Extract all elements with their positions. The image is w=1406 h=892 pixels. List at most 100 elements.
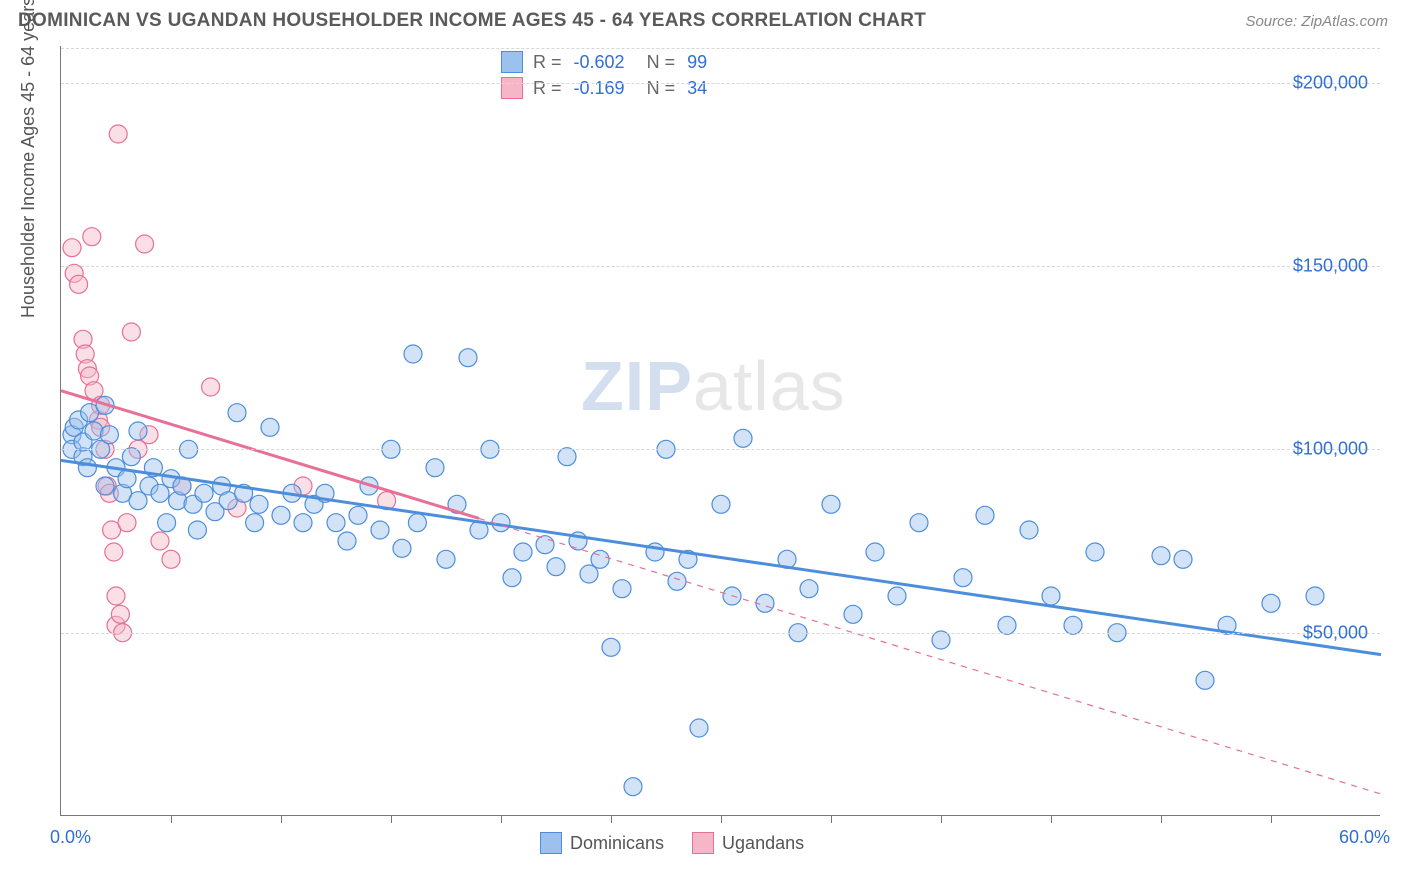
- gridline: [61, 633, 1380, 634]
- data-point: [100, 426, 118, 444]
- data-point: [162, 550, 180, 568]
- gridline: [61, 449, 1380, 450]
- data-point: [624, 778, 642, 796]
- data-point: [426, 459, 444, 477]
- data-point: [1196, 671, 1214, 689]
- x-tick: [611, 815, 612, 823]
- data-point: [111, 605, 129, 623]
- data-point: [1306, 587, 1324, 605]
- data-point: [129, 422, 147, 440]
- y-tick-label: $200,000: [1293, 72, 1368, 93]
- data-point: [514, 543, 532, 561]
- stat-r-dominicans: -0.602: [574, 52, 625, 73]
- chart-svg: [61, 46, 1380, 815]
- data-point: [712, 495, 730, 513]
- data-point: [976, 506, 994, 524]
- x-tick: [171, 815, 172, 823]
- x-axis-min: 0.0%: [50, 827, 91, 848]
- data-point: [591, 550, 609, 568]
- data-point: [408, 514, 426, 532]
- data-point: [96, 477, 114, 495]
- data-point: [188, 521, 206, 539]
- data-point: [118, 514, 136, 532]
- legend-label-ugandans: Ugandans: [722, 833, 804, 854]
- x-tick: [501, 815, 502, 823]
- data-point: [1262, 594, 1280, 612]
- data-point: [954, 569, 972, 587]
- y-axis-title: Householder Income Ages 45 - 64 years: [18, 0, 39, 318]
- stat-r-label: R =: [533, 52, 562, 73]
- x-tick: [1051, 815, 1052, 823]
- data-point: [1086, 543, 1104, 561]
- stats-legend: R = -0.602 N = 99 R = -0.169 N = 34: [501, 51, 707, 103]
- stat-n-ugandans: 34: [687, 78, 707, 99]
- data-point: [437, 550, 455, 568]
- data-point: [83, 228, 101, 246]
- x-tick: [941, 815, 942, 823]
- data-point: [536, 536, 554, 554]
- y-tick-label: $100,000: [1293, 439, 1368, 460]
- data-point: [261, 418, 279, 436]
- data-point: [151, 532, 169, 550]
- source-attribution: Source: ZipAtlas.com: [1245, 13, 1388, 30]
- data-point: [1174, 550, 1192, 568]
- data-point: [866, 543, 884, 561]
- legend-swatch-dominicans: [540, 832, 562, 854]
- stat-n-dominicans: 99: [687, 52, 707, 73]
- data-point: [158, 514, 176, 532]
- data-point: [105, 543, 123, 561]
- data-point: [1042, 587, 1060, 605]
- x-tick: [281, 815, 282, 823]
- x-tick: [831, 815, 832, 823]
- data-point: [459, 349, 477, 367]
- data-point: [107, 587, 125, 605]
- plot-area: ZIPatlas R = -0.602 N = 99 R = -0.169 N …: [60, 46, 1380, 816]
- swatch-dominicans: [501, 51, 523, 73]
- gridline: [61, 83, 1380, 84]
- bottom-legend: Dominicans Ugandans: [540, 832, 804, 854]
- data-point: [338, 532, 356, 550]
- data-point: [734, 429, 752, 447]
- data-point: [250, 495, 268, 513]
- data-point: [558, 448, 576, 466]
- data-point: [503, 569, 521, 587]
- data-point: [932, 631, 950, 649]
- data-point: [63, 239, 81, 257]
- data-point: [547, 558, 565, 576]
- legend-label-dominicans: Dominicans: [570, 833, 664, 854]
- data-point: [613, 580, 631, 598]
- data-point: [910, 514, 928, 532]
- data-point: [668, 572, 686, 590]
- stat-r-label-2: R =: [533, 78, 562, 99]
- stats-row-dominicans: R = -0.602 N = 99: [501, 51, 707, 73]
- data-point: [122, 323, 140, 341]
- gridline: [61, 48, 1380, 49]
- data-point: [195, 484, 213, 502]
- stats-row-ugandans: R = -0.169 N = 34: [501, 77, 707, 99]
- stat-n-label: N =: [647, 52, 676, 73]
- data-point: [602, 638, 620, 656]
- legend-item-dominicans: Dominicans: [540, 832, 664, 854]
- data-point: [246, 514, 264, 532]
- data-point: [122, 448, 140, 466]
- data-point: [404, 345, 422, 363]
- swatch-ugandans: [501, 77, 523, 99]
- chart-container: Householder Income Ages 45 - 64 years ZI…: [0, 38, 1406, 858]
- data-point: [371, 521, 389, 539]
- x-tick: [391, 815, 392, 823]
- data-point: [272, 506, 290, 524]
- data-point: [1152, 547, 1170, 565]
- data-point: [1064, 616, 1082, 634]
- data-point: [78, 459, 96, 477]
- data-point: [202, 378, 220, 396]
- gridline: [61, 266, 1380, 267]
- y-tick-label: $150,000: [1293, 256, 1368, 277]
- data-point: [800, 580, 818, 598]
- stat-r-ugandans: -0.169: [574, 78, 625, 99]
- legend-item-ugandans: Ugandans: [692, 832, 804, 854]
- x-axis-max: 60.0%: [1339, 827, 1390, 848]
- data-point: [109, 125, 127, 143]
- data-point: [228, 404, 246, 422]
- x-tick: [721, 815, 722, 823]
- data-point: [844, 605, 862, 623]
